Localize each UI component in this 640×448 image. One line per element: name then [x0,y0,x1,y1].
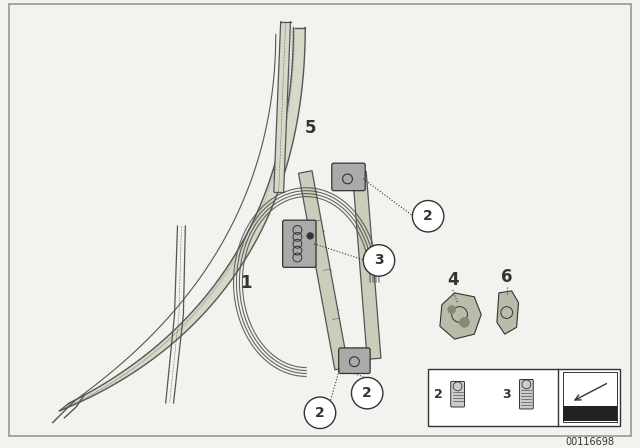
Circle shape [448,306,456,314]
Text: 3: 3 [502,388,511,401]
Circle shape [364,245,395,276]
FancyBboxPatch shape [283,220,316,267]
FancyBboxPatch shape [339,348,370,374]
Circle shape [307,233,313,239]
Polygon shape [440,293,481,339]
Circle shape [304,397,336,429]
Text: 2: 2 [362,386,372,400]
Text: 2: 2 [423,209,433,223]
Polygon shape [497,291,518,334]
Text: 1: 1 [241,274,252,292]
FancyBboxPatch shape [520,379,533,409]
Text: 5: 5 [305,119,316,137]
Text: 2: 2 [315,406,325,420]
Circle shape [412,201,444,232]
Text: 00116698: 00116698 [566,437,615,448]
Bar [428,369,620,426]
Text: 2: 2 [433,388,442,401]
Polygon shape [60,27,305,411]
Circle shape [351,377,383,409]
Text: 6: 6 [501,268,513,286]
Polygon shape [563,372,617,422]
Text: 4: 4 [447,271,458,289]
Circle shape [460,318,469,327]
FancyBboxPatch shape [451,381,465,407]
Polygon shape [353,172,381,359]
Polygon shape [274,22,291,192]
Text: 3: 3 [374,254,384,267]
Bar [563,406,617,421]
Polygon shape [298,171,348,370]
FancyBboxPatch shape [332,163,365,191]
